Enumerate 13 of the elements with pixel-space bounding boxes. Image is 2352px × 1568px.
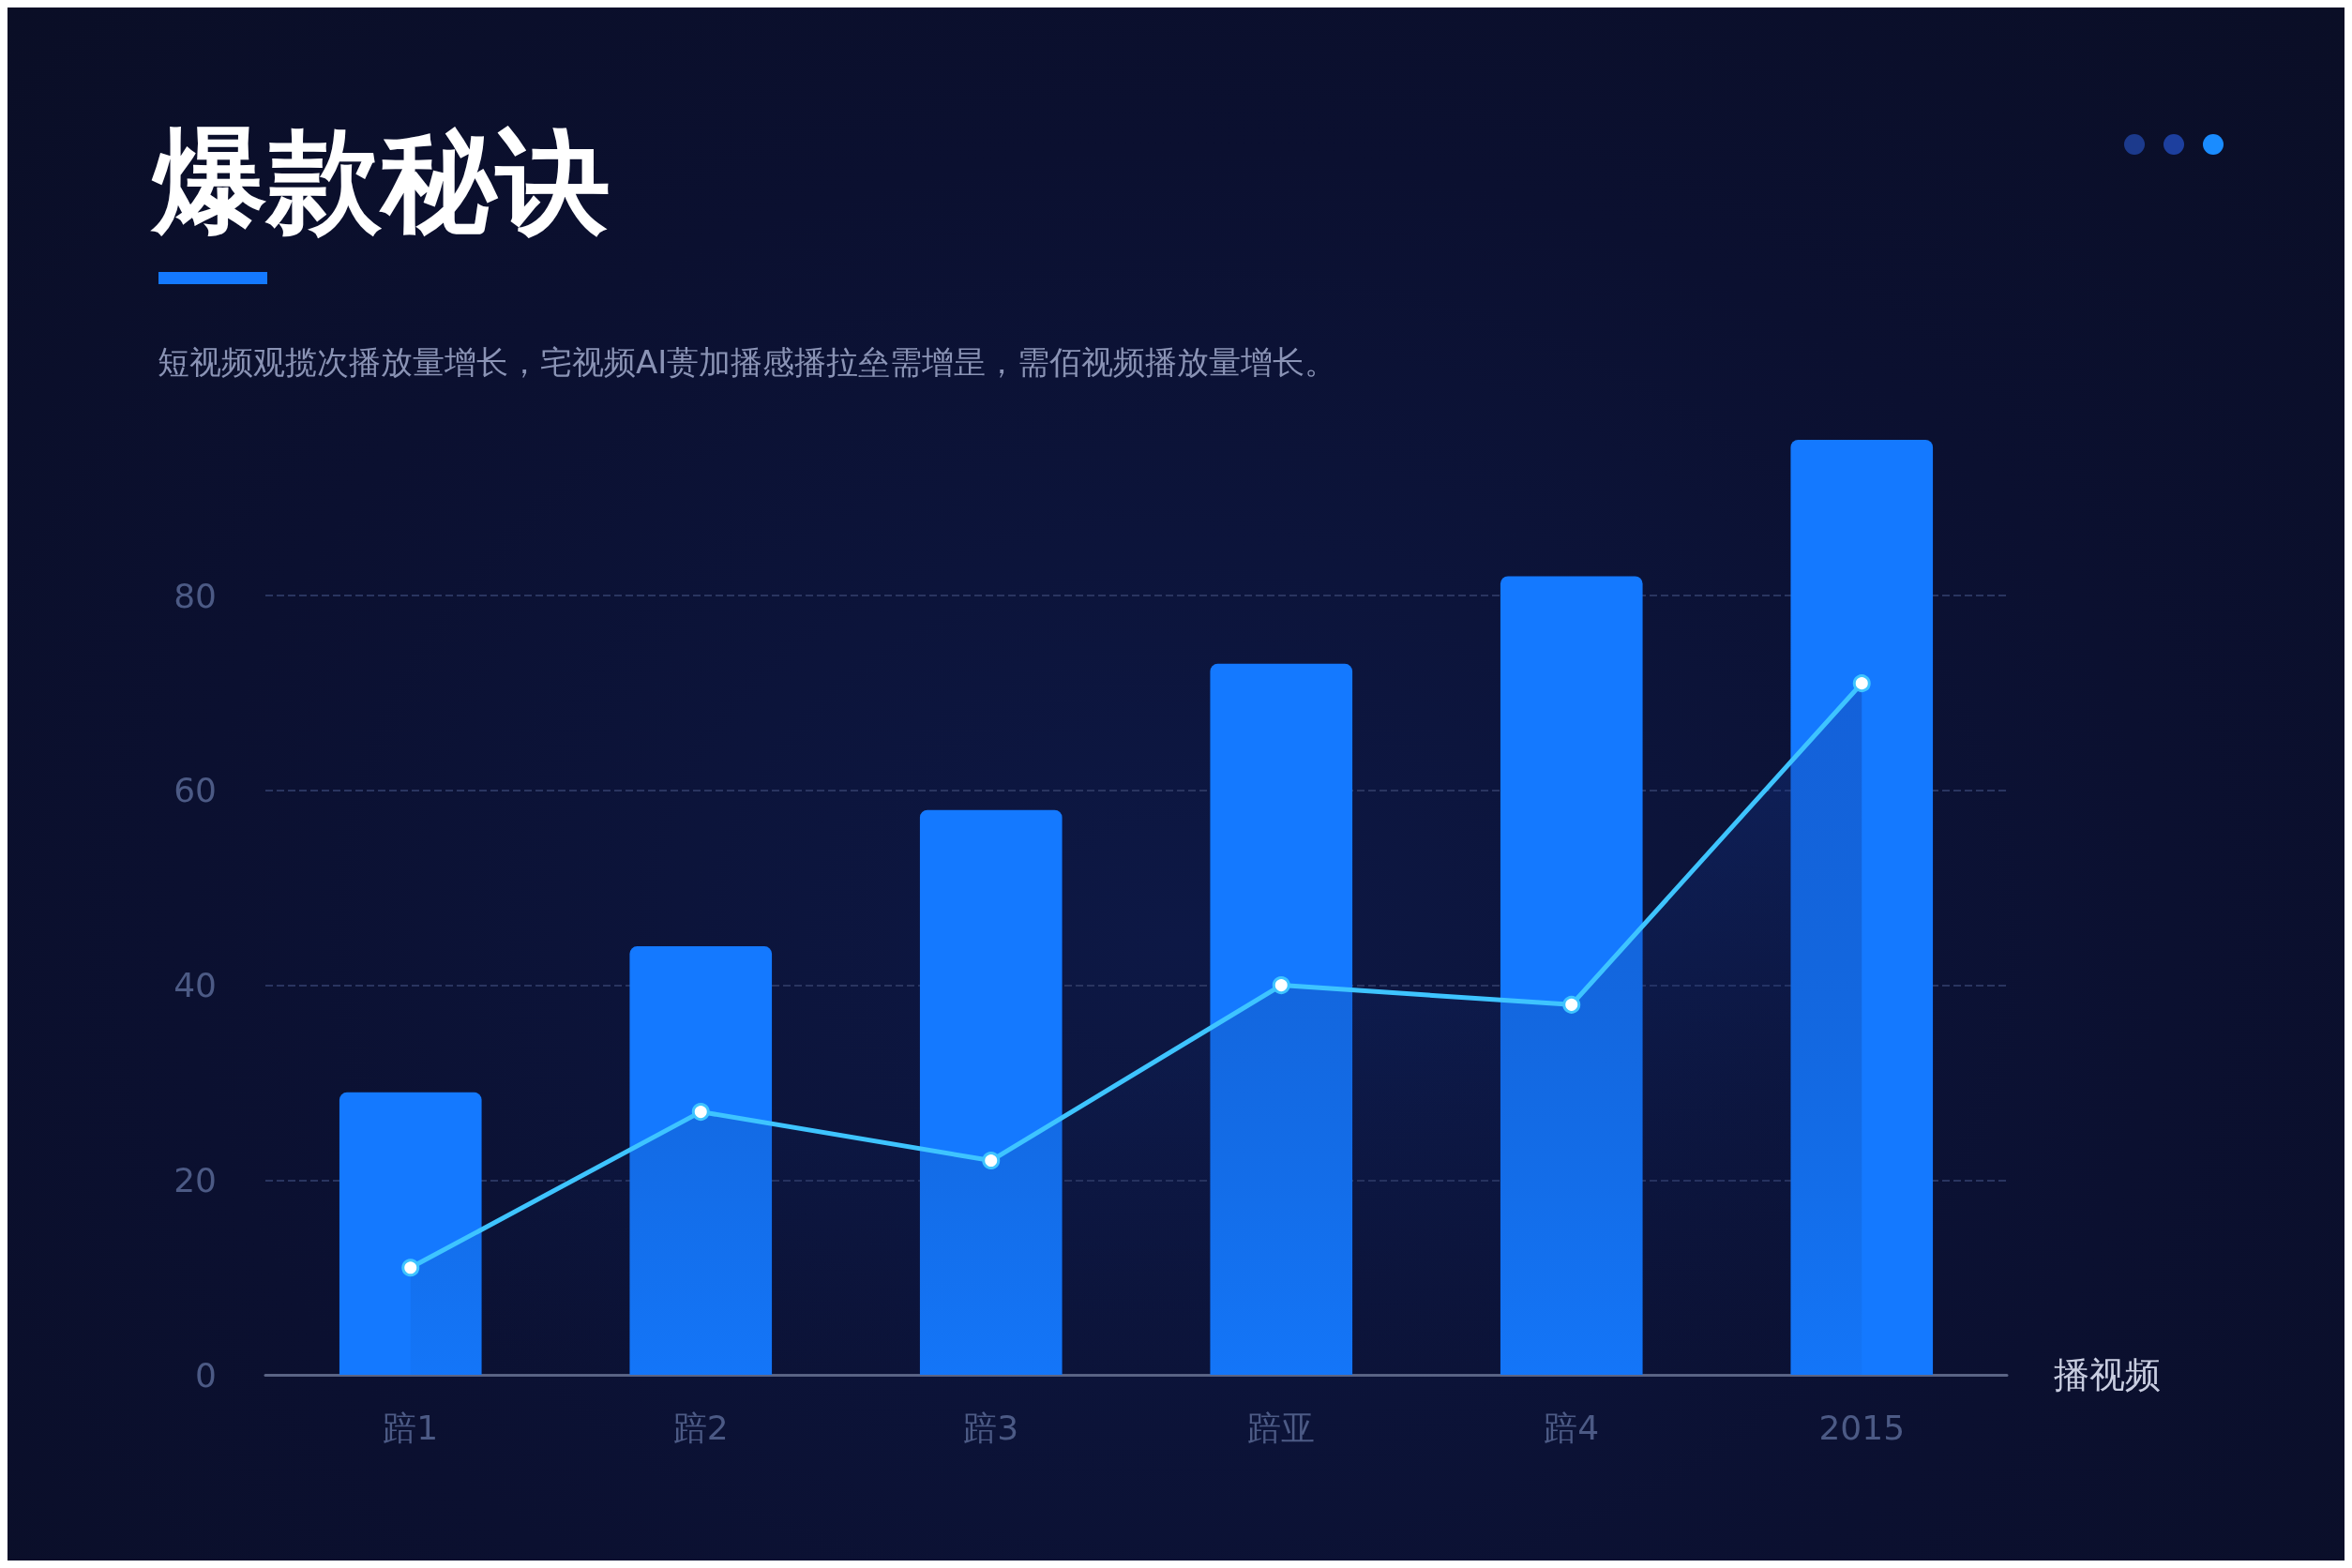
x-tick-label: 踣亚: [1247, 1408, 1316, 1447]
y-tick-label: 80: [173, 576, 217, 615]
y-tick-label: 0: [195, 1355, 217, 1395]
y-tick-label: 20: [173, 1160, 217, 1199]
y-tick-label: 40: [173, 966, 217, 1005]
x-tick-label: 踣1: [383, 1408, 439, 1447]
x-tick-label: 踣4: [1544, 1408, 1600, 1447]
chart-subtitle: 短视频观揽次播放量增长，宅视频AI蒉加播感播拉垒需增昰，需佰视频播放量增长。: [158, 342, 1337, 383]
x-tick-label: 2015: [1818, 1408, 1906, 1447]
x-tick-label: 踣2: [672, 1408, 729, 1447]
y-tick-label: 60: [173, 771, 217, 810]
x-axis-title: 播视频: [2054, 1354, 2161, 1395]
x-tick-label: 踣3: [963, 1408, 1019, 1447]
